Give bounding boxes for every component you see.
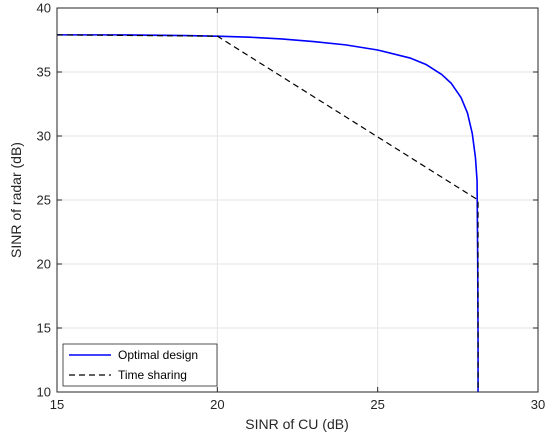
legend-label-optimal: Optimal design	[118, 348, 198, 362]
x-tick-label: 15	[50, 397, 64, 412]
x-tick-label: 25	[370, 397, 384, 412]
y-tick-label: 40	[37, 1, 51, 16]
legend: Optimal design Time sharing	[62, 343, 218, 387]
x-tick-label: 30	[531, 397, 545, 412]
y-tick-label: 15	[37, 321, 51, 336]
y-tick-label: 10	[37, 385, 51, 400]
legend-box	[62, 343, 218, 387]
series-line-optimal-design	[57, 34, 479, 392]
x-axis-label: SINR of CU (dB)	[245, 416, 348, 432]
y-tick-label: 20	[37, 257, 51, 272]
grid	[57, 8, 538, 392]
legend-label-time-sharing: Time sharing	[118, 368, 187, 382]
y-tick-label: 35	[37, 65, 51, 80]
series-line-time-sharing	[56, 34, 479, 392]
x-tick-label: 20	[210, 397, 224, 412]
y-tick-label: 25	[37, 193, 51, 208]
y-axis-label: SINR of radar (dB)	[8, 142, 24, 258]
series-lines	[56, 34, 479, 392]
y-tick-label: 30	[37, 129, 51, 144]
